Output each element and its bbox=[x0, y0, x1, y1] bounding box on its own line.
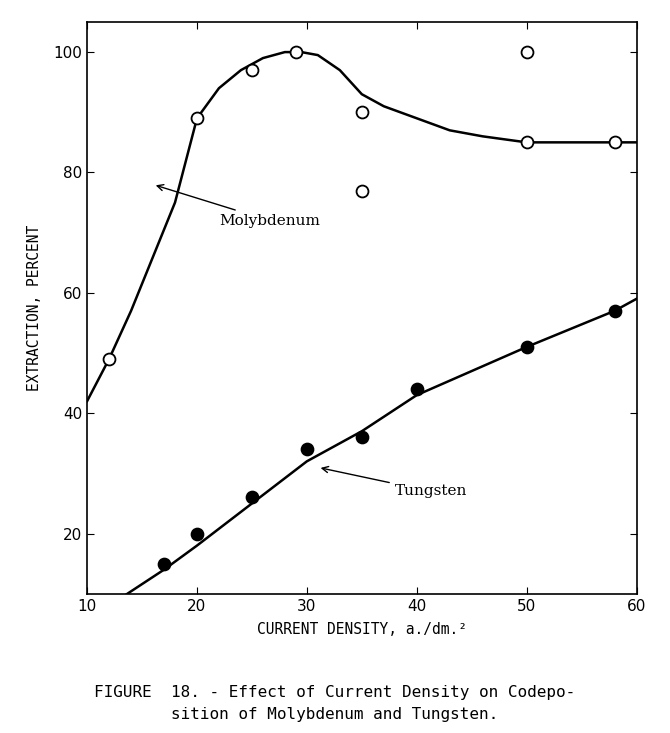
Point bbox=[521, 341, 532, 353]
Point bbox=[104, 353, 115, 365]
Point bbox=[192, 112, 202, 124]
Point bbox=[247, 492, 257, 504]
Point bbox=[192, 528, 202, 539]
Point bbox=[291, 46, 302, 58]
Point bbox=[356, 185, 367, 196]
Text: Tungsten: Tungsten bbox=[322, 466, 467, 498]
Point bbox=[104, 600, 115, 611]
Point bbox=[521, 46, 532, 58]
Point bbox=[247, 65, 257, 76]
Point bbox=[356, 432, 367, 443]
Point bbox=[356, 106, 367, 118]
X-axis label: CURRENT DENSITY, a./dm.²: CURRENT DENSITY, a./dm.² bbox=[257, 622, 467, 637]
Text: sition of Molybdenum and Tungsten.: sition of Molybdenum and Tungsten. bbox=[172, 707, 498, 722]
Point bbox=[411, 383, 422, 395]
Point bbox=[521, 136, 532, 148]
Text: Molybdenum: Molybdenum bbox=[157, 185, 320, 227]
Point bbox=[609, 305, 620, 317]
Text: FIGURE  18. - Effect of Current Density on Codepo-: FIGURE 18. - Effect of Current Density o… bbox=[94, 685, 576, 700]
Point bbox=[302, 443, 312, 455]
Point bbox=[159, 558, 170, 570]
Y-axis label: EXTRACTION, PERCENT: EXTRACTION, PERCENT bbox=[27, 225, 42, 391]
Point bbox=[609, 136, 620, 148]
